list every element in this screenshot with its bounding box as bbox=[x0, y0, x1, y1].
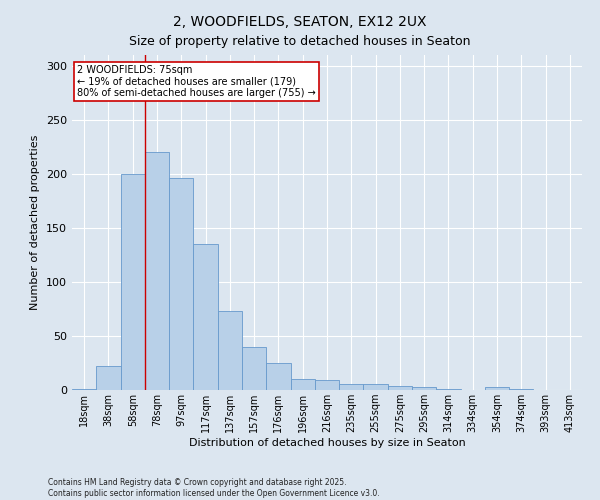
Bar bbox=[193, 244, 218, 390]
Bar bbox=[509, 389, 533, 390]
Bar bbox=[169, 178, 193, 390]
Bar bbox=[412, 387, 436, 390]
Text: Contains HM Land Registry data © Crown copyright and database right 2025.
Contai: Contains HM Land Registry data © Crown c… bbox=[48, 478, 380, 498]
Bar bbox=[96, 366, 121, 390]
X-axis label: Distribution of detached houses by size in Seaton: Distribution of detached houses by size … bbox=[188, 438, 466, 448]
Y-axis label: Number of detached properties: Number of detached properties bbox=[31, 135, 40, 310]
Text: 2, WOODFIELDS, SEATON, EX12 2UX: 2, WOODFIELDS, SEATON, EX12 2UX bbox=[173, 15, 427, 29]
Bar bbox=[364, 384, 388, 390]
Bar bbox=[339, 384, 364, 390]
Bar bbox=[121, 174, 145, 390]
Bar bbox=[218, 311, 242, 390]
Bar bbox=[72, 389, 96, 390]
Bar bbox=[266, 363, 290, 390]
Text: Size of property relative to detached houses in Seaton: Size of property relative to detached ho… bbox=[129, 35, 471, 48]
Bar bbox=[145, 152, 169, 390]
Bar bbox=[290, 379, 315, 390]
Text: 2 WOODFIELDS: 75sqm
← 19% of detached houses are smaller (179)
80% of semi-detac: 2 WOODFIELDS: 75sqm ← 19% of detached ho… bbox=[77, 65, 316, 98]
Bar bbox=[388, 386, 412, 390]
Bar bbox=[242, 347, 266, 390]
Bar bbox=[436, 389, 461, 390]
Bar bbox=[485, 387, 509, 390]
Bar bbox=[315, 380, 339, 390]
